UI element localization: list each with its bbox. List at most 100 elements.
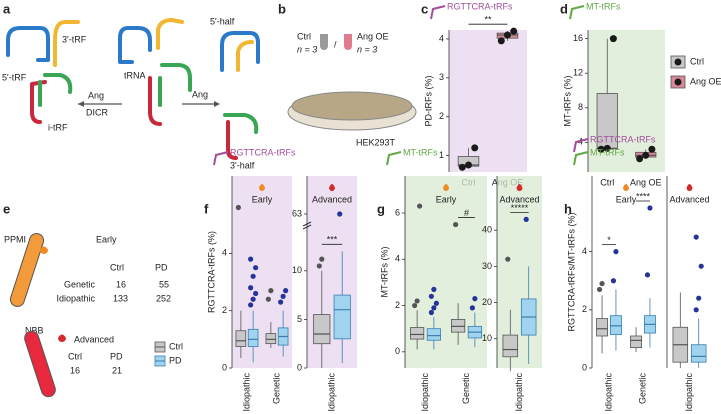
outlier <box>693 307 699 313</box>
y-tick-label: 4 <box>222 248 227 258</box>
y-tick-label: 0 <box>395 346 400 356</box>
outlier <box>235 204 241 211</box>
table-header: PD <box>155 262 168 272</box>
outlier <box>596 286 603 293</box>
outlier <box>453 221 459 228</box>
plot-background <box>449 30 527 172</box>
data-point <box>636 155 644 163</box>
label: Ang <box>88 90 104 100</box>
legend-label: PD <box>169 355 182 365</box>
y-tick-label: 30 <box>482 261 492 271</box>
tube-icon <box>24 330 56 398</box>
tag: RGTTCRA-tRFs <box>590 134 656 144</box>
panel-letter: g <box>377 201 385 216</box>
fragment <box>223 113 259 134</box>
outlier <box>428 309 434 316</box>
y-axis-label: PD-tRFs (%) <box>423 76 433 127</box>
outlier <box>431 286 437 292</box>
outlier <box>283 288 289 294</box>
label: Ang OE <box>357 31 389 41</box>
panel-header: Early <box>616 194 637 204</box>
drop-icon <box>686 184 693 191</box>
data-point <box>609 35 617 43</box>
tube-icon <box>320 34 328 50</box>
panel-b: b Ctrl n = 3 / Ang OE n = 3 HEK293T <box>278 1 417 147</box>
label: 5'-half <box>210 16 235 26</box>
fragment <box>43 73 73 94</box>
outlier <box>253 290 259 297</box>
box <box>265 333 277 345</box>
box <box>247 328 259 347</box>
table-header: PD <box>110 351 123 361</box>
box <box>596 318 609 337</box>
outlier <box>337 211 343 217</box>
x-tick-label: Ang OE <box>630 177 662 187</box>
outlier <box>610 278 617 284</box>
y-tick-label: 12 <box>573 68 583 78</box>
tag: MT-tRFs <box>403 147 438 157</box>
y-tick-label: 4 <box>439 33 444 43</box>
y-tick-label: 20 <box>482 297 492 307</box>
legend-label: Ang OE <box>690 76 721 86</box>
panel-header: Early <box>252 194 273 204</box>
trna-arm <box>160 63 192 92</box>
drop-icon <box>259 184 265 191</box>
x-tick-label: Idiopathic <box>514 373 524 412</box>
tag: MT-tRFs <box>590 147 625 157</box>
panel-header: Early <box>436 194 457 204</box>
x-tick-label: Idiopathic <box>326 373 336 412</box>
outlier <box>248 302 254 308</box>
box <box>502 334 519 358</box>
outlier <box>319 256 325 262</box>
box <box>410 327 425 340</box>
label: DICR <box>86 107 108 117</box>
y-tick-label: 4 <box>582 246 587 256</box>
data-point <box>465 161 472 169</box>
tag-hook <box>386 151 402 166</box>
label: Ctrl <box>297 31 311 41</box>
panel-letter: b <box>278 1 286 16</box>
label: / <box>334 39 337 49</box>
tag-hook <box>569 5 585 20</box>
table-cell: Genetic <box>64 279 96 289</box>
data-point <box>603 144 611 152</box>
panel-letter: c <box>421 1 428 16</box>
tag-hook <box>430 5 446 20</box>
significance-label: ** <box>484 15 492 25</box>
y-tick-label: 3 <box>439 72 444 82</box>
outlier <box>248 285 254 291</box>
y-axis-label: MT-tRFs (%) <box>379 247 389 298</box>
box <box>313 314 331 345</box>
data-point <box>458 163 466 171</box>
data-point <box>597 145 605 153</box>
outlier <box>696 295 702 301</box>
y-tick-label: 8 <box>578 102 583 112</box>
data-point <box>642 151 650 159</box>
table-cell: Idiopathic <box>56 293 95 303</box>
x-tick-label: Idiopathic <box>603 373 613 412</box>
outlier <box>433 300 439 306</box>
table-cell: 252 <box>156 293 171 303</box>
outlier <box>613 249 619 255</box>
fragment <box>220 31 260 72</box>
outlier <box>265 296 271 302</box>
x-tick-label: Idiopathic <box>420 373 430 412</box>
tag: RGTTCRA-tRFs <box>230 147 296 157</box>
box <box>426 328 441 341</box>
significance-label: # <box>464 208 469 218</box>
outlier <box>316 263 322 269</box>
outlier <box>253 265 259 271</box>
y-tick-label: 2 <box>439 111 444 121</box>
box <box>690 344 707 363</box>
y-axis-label: RGTTCRA-tRFs (%) <box>206 231 216 313</box>
panel-e: e PPMI Early Ctrl PD Genetic 16 55 Idiop… <box>3 201 171 398</box>
data-point <box>648 145 656 153</box>
outlier <box>698 263 704 269</box>
fragment <box>236 40 254 72</box>
data-point <box>510 27 518 35</box>
label: tRNA <box>124 70 146 80</box>
label: 3'-half <box>230 160 255 170</box>
outlier <box>428 293 434 299</box>
outlier <box>469 305 475 311</box>
